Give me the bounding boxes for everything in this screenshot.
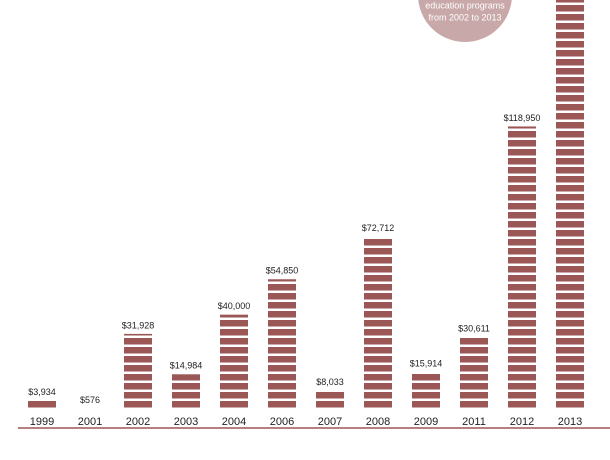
- bar: [460, 337, 488, 410]
- value-label: $54,850: [266, 266, 299, 276]
- annotation-circle: [418, 0, 512, 42]
- value-label: $576: [80, 395, 100, 405]
- bar: [172, 374, 200, 410]
- value-label: $15,914: [410, 358, 443, 368]
- annotation: from 2002 to 2013: [428, 12, 501, 22]
- bar: [268, 279, 296, 410]
- value-label: $14,984: [170, 361, 203, 371]
- bar: [220, 314, 248, 410]
- value-label: $8,033: [316, 377, 344, 387]
- x-tick-label: 2006: [270, 416, 294, 428]
- bar: [316, 390, 344, 410]
- x-tick-label: 2004: [222, 416, 246, 428]
- x-tick-label: 2011: [462, 416, 486, 428]
- x-tick-label: 2001: [78, 416, 102, 428]
- value-label: $30,611: [458, 323, 490, 333]
- value-label: $31,928: [122, 320, 155, 330]
- value-label: $40,000: [218, 301, 251, 311]
- bar: [76, 408, 104, 410]
- x-tick-label: 2013: [558, 416, 582, 428]
- x-tick-label: 2009: [414, 416, 438, 428]
- value-label: $3,934: [28, 387, 56, 397]
- bar: [124, 333, 152, 410]
- x-tick-label: 1999: [30, 416, 54, 428]
- bar: [28, 400, 56, 410]
- x-tick-label: 2008: [366, 416, 390, 428]
- annotation: education programs: [425, 0, 505, 10]
- bar: [364, 236, 392, 410]
- bar: [508, 126, 536, 411]
- bar: [556, 0, 584, 410]
- value-label: $118,950: [504, 113, 541, 123]
- bar: [412, 372, 440, 410]
- x-tick-label: 2012: [510, 416, 534, 428]
- x-tick-label: 2003: [174, 416, 198, 428]
- value-label: $72,712: [362, 223, 395, 233]
- x-tick-label: 2002: [126, 416, 150, 428]
- x-tick-label: 2007: [318, 416, 342, 428]
